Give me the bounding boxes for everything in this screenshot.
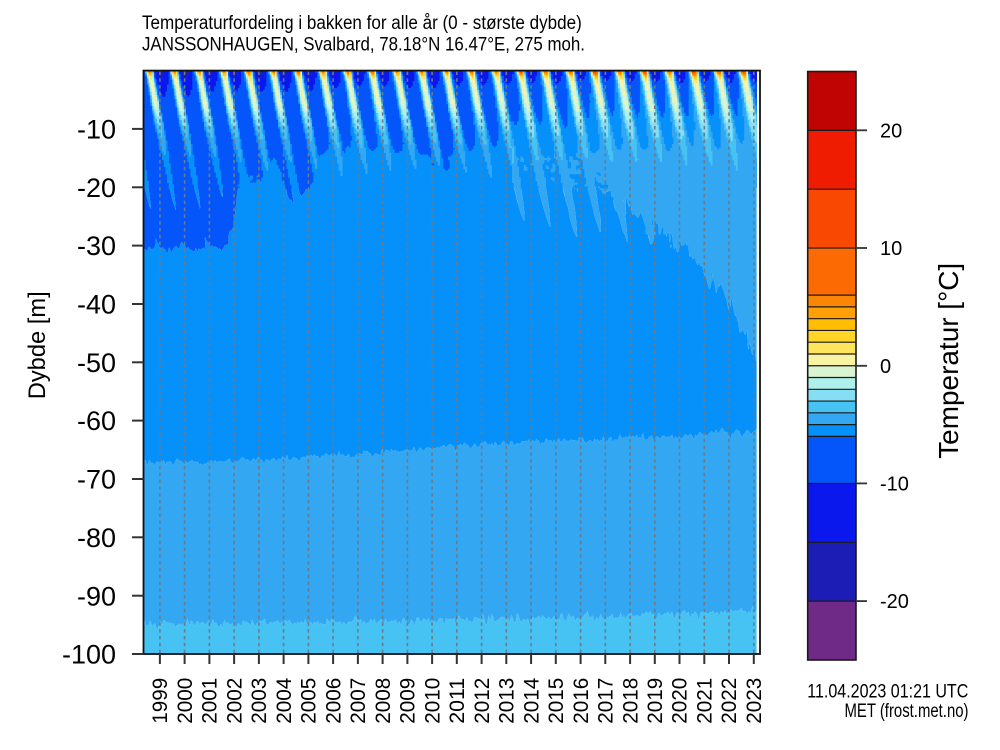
- svg-text:-100: -100: [62, 640, 116, 670]
- svg-text:Dybde [m]: Dybde [m]: [24, 291, 51, 399]
- svg-text:1999: 1999: [149, 678, 172, 724]
- svg-text:-90: -90: [77, 581, 116, 611]
- svg-text:2021: 2021: [694, 678, 717, 724]
- svg-text:2006: 2006: [322, 678, 345, 724]
- svg-text:-10: -10: [880, 473, 909, 495]
- svg-text:-40: -40: [77, 290, 116, 320]
- svg-text:MET (frost.met.no): MET (frost.met.no): [845, 701, 969, 722]
- svg-text:2002: 2002: [223, 678, 246, 724]
- svg-text:2007: 2007: [347, 678, 370, 724]
- svg-text:2003: 2003: [248, 678, 271, 724]
- svg-text:-20: -20: [880, 591, 909, 613]
- svg-text:2010: 2010: [421, 678, 444, 724]
- svg-text:2022: 2022: [718, 678, 741, 724]
- svg-text:2008: 2008: [372, 678, 395, 724]
- svg-text:JANSSONHAUGEN, Svalbard, 78.18: JANSSONHAUGEN, Svalbard, 78.18°N 16.47°E…: [142, 34, 585, 55]
- svg-text:-50: -50: [77, 348, 116, 378]
- svg-text:10: 10: [880, 238, 902, 260]
- svg-text:-30: -30: [77, 231, 116, 261]
- svg-text:2001: 2001: [199, 678, 222, 724]
- svg-text:2000: 2000: [174, 678, 197, 724]
- svg-text:2023: 2023: [743, 678, 766, 724]
- svg-text:-60: -60: [77, 406, 116, 436]
- svg-text:20: 20: [880, 120, 902, 142]
- svg-text:11.04.2023 01:21 UTC: 11.04.2023 01:21 UTC: [807, 681, 968, 702]
- svg-text:-20: -20: [77, 173, 116, 203]
- svg-text:-70: -70: [77, 465, 116, 495]
- svg-text:2017: 2017: [595, 678, 618, 724]
- svg-text:2019: 2019: [644, 678, 667, 724]
- svg-text:2018: 2018: [619, 678, 642, 724]
- svg-text:2016: 2016: [570, 678, 593, 724]
- svg-text:Temperaturfordeling i bakken f: Temperaturfordeling i bakken for alle år…: [142, 13, 582, 34]
- svg-text:0: 0: [880, 356, 891, 378]
- svg-text:2013: 2013: [496, 678, 519, 724]
- svg-text:-10: -10: [77, 115, 116, 145]
- svg-text:2011: 2011: [446, 678, 469, 724]
- svg-text:2004: 2004: [273, 677, 296, 723]
- svg-text:2014: 2014: [520, 677, 543, 723]
- svg-text:2009: 2009: [397, 678, 420, 724]
- svg-text:2020: 2020: [669, 678, 692, 724]
- svg-text:2015: 2015: [545, 678, 568, 724]
- svg-text:-80: -80: [77, 523, 116, 553]
- svg-text:2005: 2005: [298, 678, 321, 724]
- svg-text:2012: 2012: [471, 678, 494, 724]
- svg-text:Temperatur [°C]: Temperatur [°C]: [933, 263, 964, 459]
